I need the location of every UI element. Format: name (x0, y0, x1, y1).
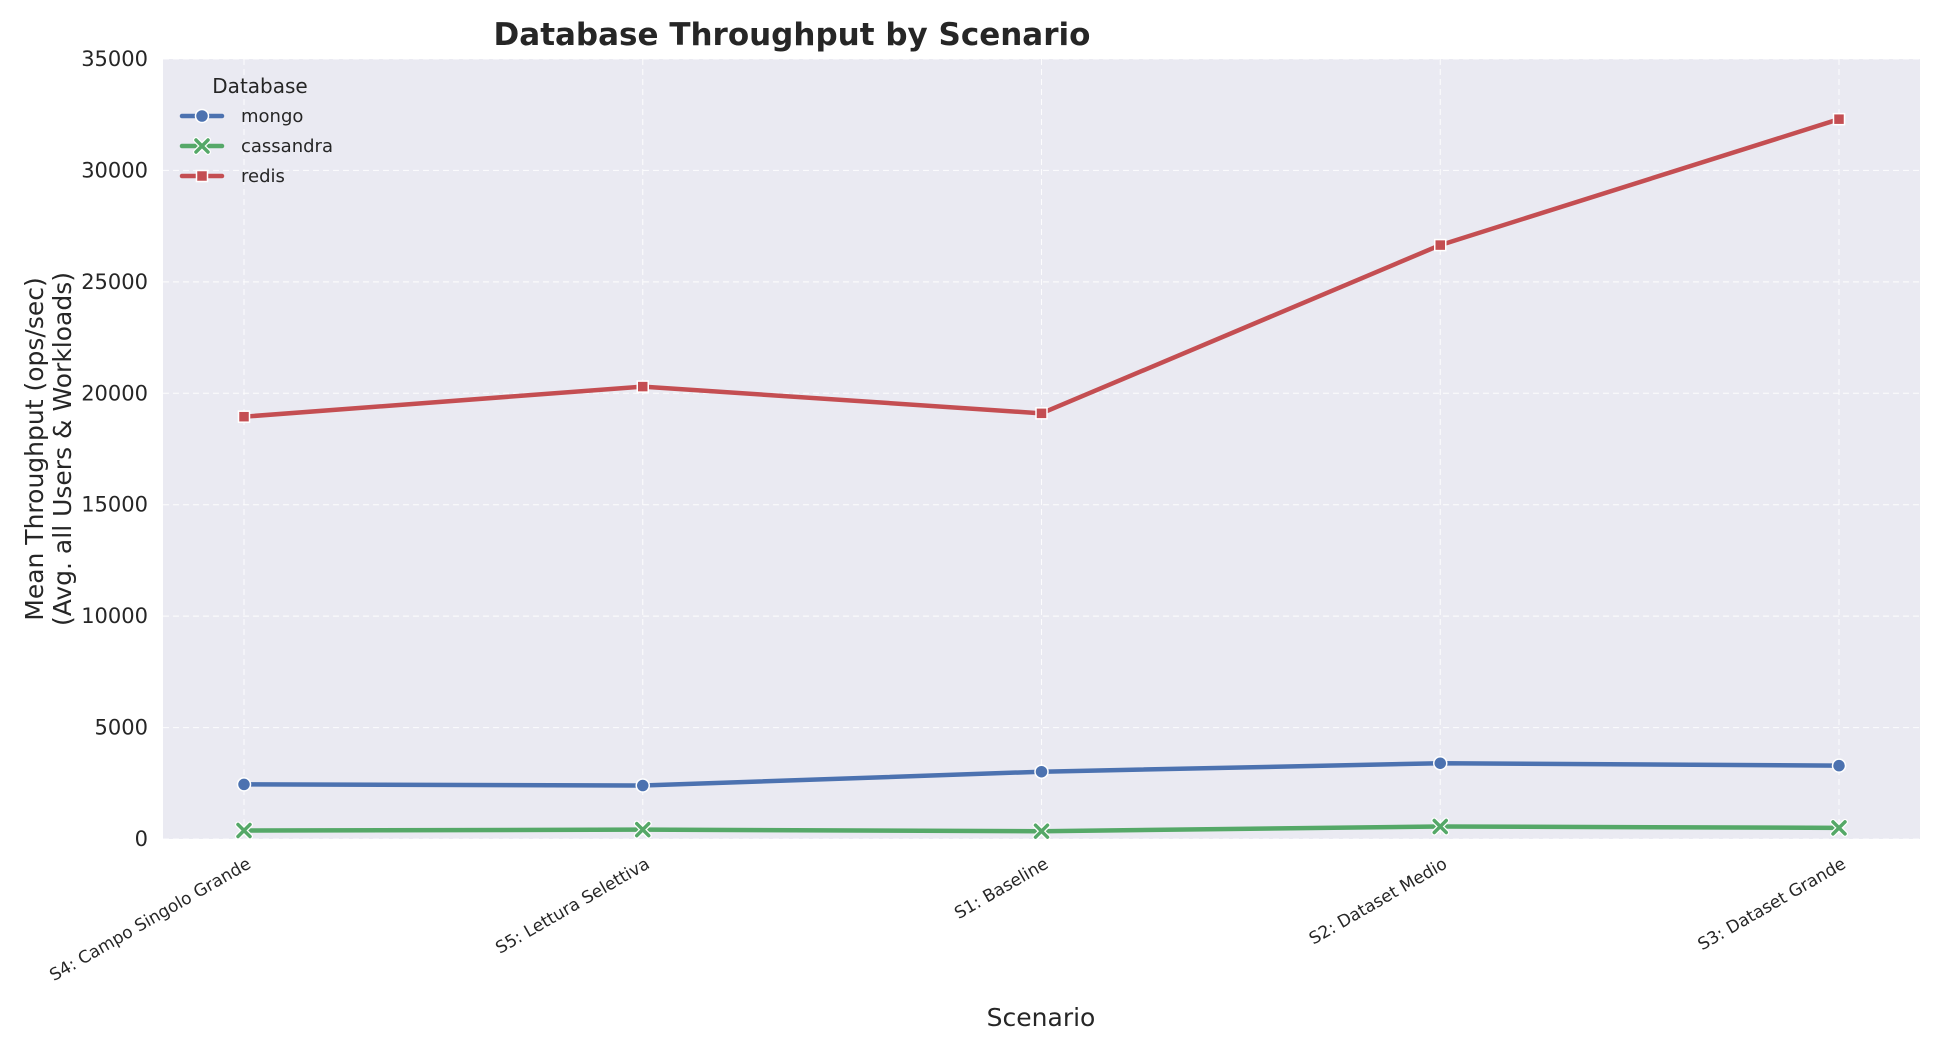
y-tick-label: 30000 (81, 158, 148, 182)
data-point-mongo (635, 778, 650, 793)
x-tick-label: S1: Baseline (951, 854, 1052, 924)
legend-label-mongo: mongo (241, 106, 303, 127)
x-axis-ticks: S4: Campo Singolo Grande S5: Lettura Sele… (46, 854, 1849, 986)
x-axis-label: Scenario (987, 1003, 1096, 1032)
data-point-redis (1434, 238, 1447, 252)
y-tick-label: 15000 (81, 493, 148, 517)
data-point-cassandra (1432, 818, 1448, 835)
legend-item-mongo: mongo (179, 106, 303, 127)
chart-title: Database Throughput by Scenario (494, 17, 1091, 53)
data-point-redis (1832, 112, 1846, 126)
legend-item-redis: redis (179, 166, 285, 187)
y-tick-label: 0 (135, 827, 148, 851)
legend: Database mongo cassandra redis (179, 74, 333, 187)
y-axis-label-line-2: (Avg. all Users & Workloads) (48, 272, 77, 626)
data-point-cassandra (1033, 823, 1050, 839)
x-tick-label: S4: Campo Singolo Grande (46, 854, 254, 986)
data-point-mongo (1831, 758, 1847, 773)
data-point-redis (1035, 407, 1048, 420)
y-tick-label: 10000 (81, 604, 148, 628)
legend-title: Database (212, 74, 307, 98)
data-point-cassandra (635, 821, 651, 838)
data-point-mongo (1034, 764, 1049, 779)
data-point-cassandra (236, 822, 252, 839)
x-tick-label: S3: Dataset Grande (1695, 854, 1850, 955)
legend-item-cassandra: cassandra (179, 136, 333, 157)
legend-label-cassandra: cassandra (241, 136, 333, 157)
data-point-redis (237, 410, 251, 423)
y-axis-ticks: 0 5000 10000 15000 20000 25000 30000 35000 (81, 47, 148, 851)
x-tick-label: S5: Lettura Selettiva (492, 854, 653, 958)
legend-marker-mongo (194, 108, 210, 124)
series-layer (235, 112, 1848, 841)
legend-marker-redis (195, 169, 209, 183)
legend-marker-cassandra (194, 138, 210, 154)
x-tick-label: S2: Dataset Medio (1306, 854, 1451, 949)
data-point-mongo (236, 777, 252, 792)
legend-items: mongo cassandra redis (179, 106, 333, 187)
data-point-redis (636, 380, 649, 393)
series-mongo (236, 755, 1847, 793)
y-tick-label: 35000 (81, 47, 148, 71)
data-point-mongo (1433, 755, 1448, 771)
grid (163, 58, 1920, 840)
legend-label-redis: redis (241, 166, 285, 187)
series-cassandra (235, 817, 1848, 841)
data-point-cassandra (1831, 820, 1847, 836)
y-axis-label-line-1: Mean Throughput (ops/sec) (20, 277, 49, 621)
series-redis (237, 112, 1846, 423)
y-tick-label: 20000 (81, 381, 148, 405)
y-axis-label: Mean Throughput (ops/sec) (Avg. all User… (20, 272, 77, 626)
y-tick-label: 5000 (95, 716, 148, 740)
y-tick-label: 25000 (81, 270, 148, 294)
